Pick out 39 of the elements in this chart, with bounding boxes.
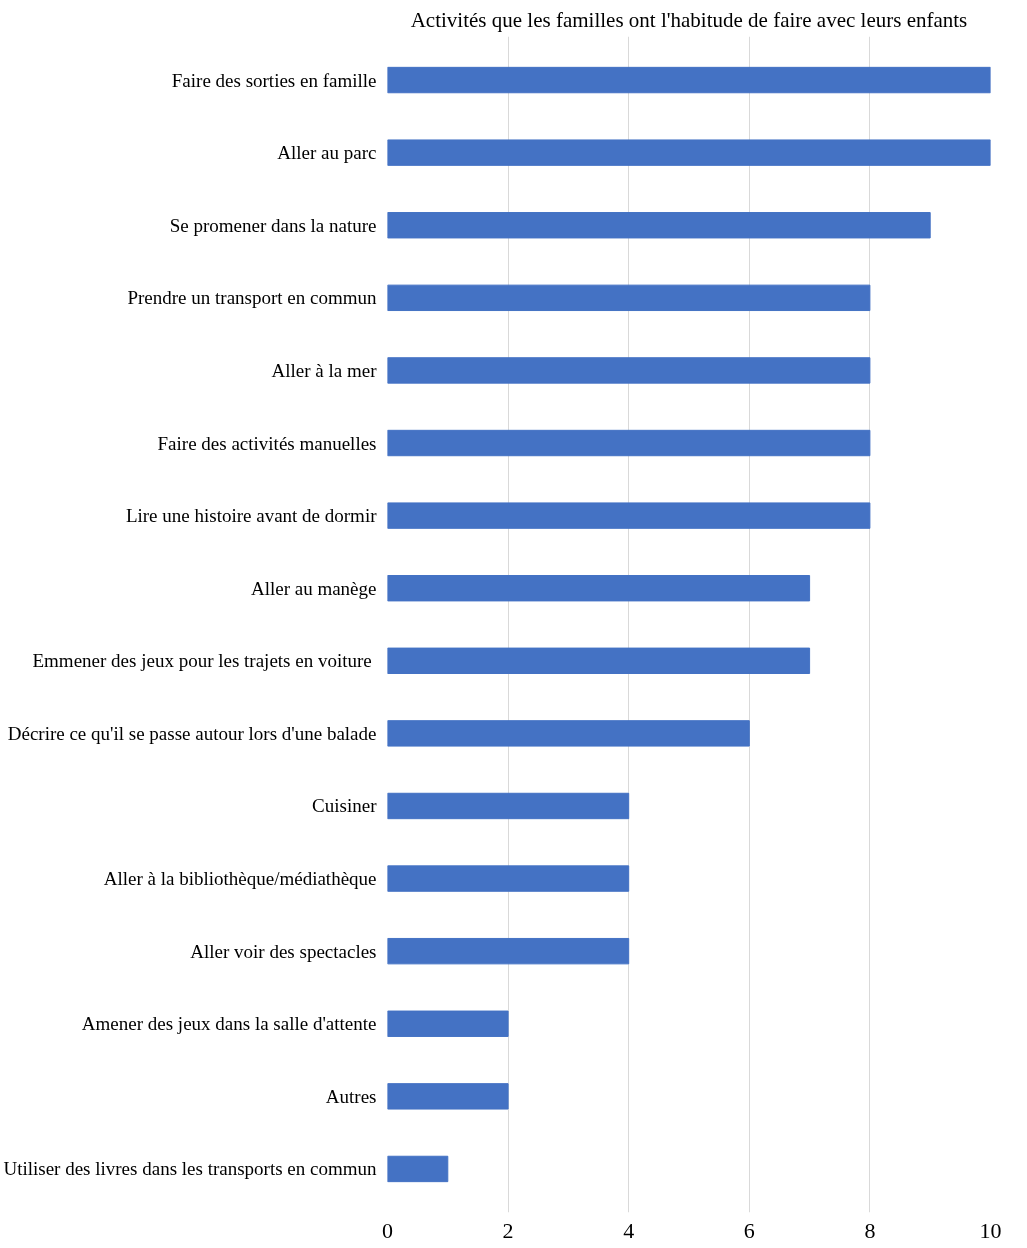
bar: [387, 1083, 509, 1110]
y-tick-label: Aller à la bibliothèque/médiathèque: [103, 868, 377, 890]
y-tick-label: Lire une histoire avant de dormir: [125, 505, 378, 527]
y-tick-label: Aller à la mer: [271, 359, 378, 381]
y-tick-label: Se promener dans la nature: [169, 214, 377, 236]
bar: [387, 647, 811, 674]
bar: [387, 212, 931, 239]
bar: [387, 139, 991, 166]
y-tick-label: Autres: [325, 1085, 377, 1107]
y-tick-label: Aller voir des spectacles: [190, 940, 377, 962]
y-tick-label: Cuisiner: [312, 795, 378, 817]
x-tick-label: 4: [623, 1217, 635, 1243]
bar: [387, 720, 750, 747]
y-tick-label: Décrire ce qu'il se passe autour lors d'une balade: [7, 722, 377, 744]
chart-title: Activités que les familles ont l'habitude de faire avec leurs enfants: [410, 7, 968, 32]
y-tick-label: Prendre un transport en commun: [127, 287, 377, 309]
x-tick-label: 2: [502, 1217, 514, 1243]
bar: [387, 429, 871, 457]
y-tick-label: Aller au manège: [250, 577, 377, 599]
y-tick-label: Emmener des jeux pour les trajets en voiture: [32, 650, 372, 672]
bar: [387, 284, 871, 312]
y-tick-label: Faire des sorties en famille: [171, 69, 377, 91]
bar: [387, 357, 871, 384]
bar: [387, 1010, 509, 1037]
x-tick-label: 0: [382, 1217, 393, 1243]
y-tick-label: Faire des activités manuelles: [157, 432, 377, 454]
y-tick-label: Utiliser des livres dans les transports en commun: [3, 1158, 377, 1180]
x-tick-label: 6: [743, 1217, 755, 1243]
bar: [387, 937, 630, 965]
y-tick-label: Aller au parc: [277, 142, 377, 164]
x-tick-label: 8: [864, 1217, 876, 1243]
y-tick-label: Amener des jeux dans la salle d'attente: [81, 1013, 377, 1035]
bar: [387, 865, 630, 892]
bar: [387, 575, 811, 602]
bar: [387, 66, 991, 94]
x-tick-label: 10: [979, 1217, 1002, 1243]
bar: [387, 502, 871, 529]
bar: [387, 792, 630, 820]
bar: [387, 1155, 449, 1183]
